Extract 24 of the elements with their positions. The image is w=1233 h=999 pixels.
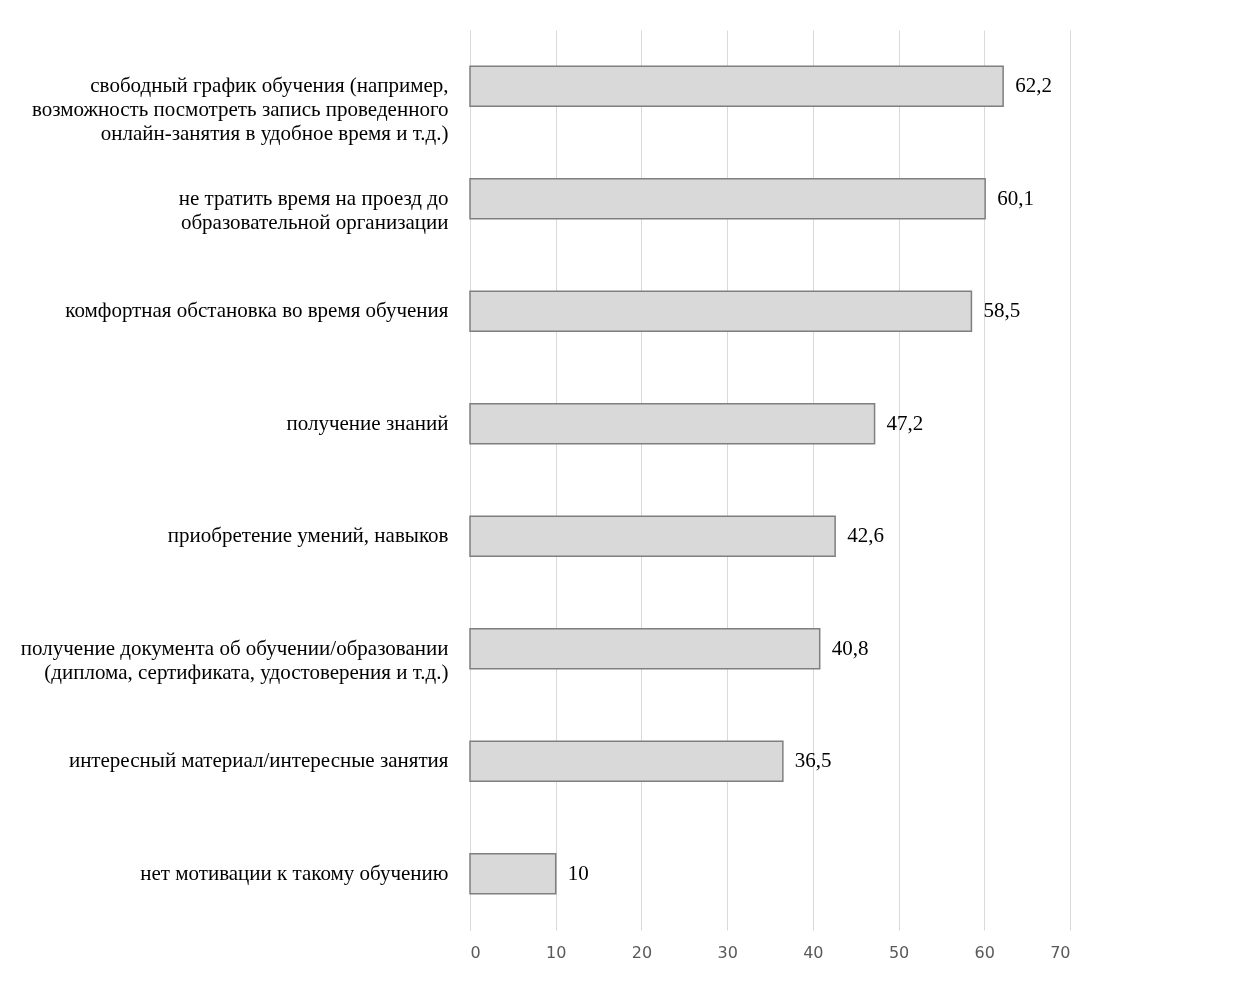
data-label: 10 [567,860,589,885]
y-tick-label: приобретение умений, навыков [167,523,449,548]
data-label: 62,2 [1015,73,1052,98]
y-tick-label: интересный материал/интересные занятия [68,748,449,773]
data-label: 60,1 [997,185,1034,210]
x-tick-label: 40 [803,942,824,962]
x-tick-label: 20 [631,942,653,962]
x-tick-label: 70 [1050,942,1071,962]
y-tick-label: не тратить время на проезд до образовательной организации [178,185,449,234]
data-label: 40,8 [831,635,869,660]
data-label: 42,6 [847,523,884,548]
y-tick-label: получение знаний [286,410,449,435]
y-tick-label: получение документа об обучении/образовании (диплома, сертификата, удостоверения и т.д.) [20,635,449,684]
data-label: 47,2 [886,410,924,435]
data-label: 36,5 [794,748,832,773]
x-tick-label: 0 [470,942,481,962]
y-tick-label: свободный график обучения (например, возможность посмотреть запись проведенного онлайн-занятия в удобное время и т.д.) [31,73,449,146]
x-tick-label: 50 [888,942,910,962]
x-tick-label: 60 [974,942,995,962]
y-tick-label: комфортная обстановка во время обучения [65,298,449,323]
x-tick-label: 30 [717,942,738,962]
y-tick-label: нет мотивации к такому обучению [140,860,449,885]
data-label: 58,5 [983,298,1021,323]
x-tick-label: 10 [546,942,567,962]
